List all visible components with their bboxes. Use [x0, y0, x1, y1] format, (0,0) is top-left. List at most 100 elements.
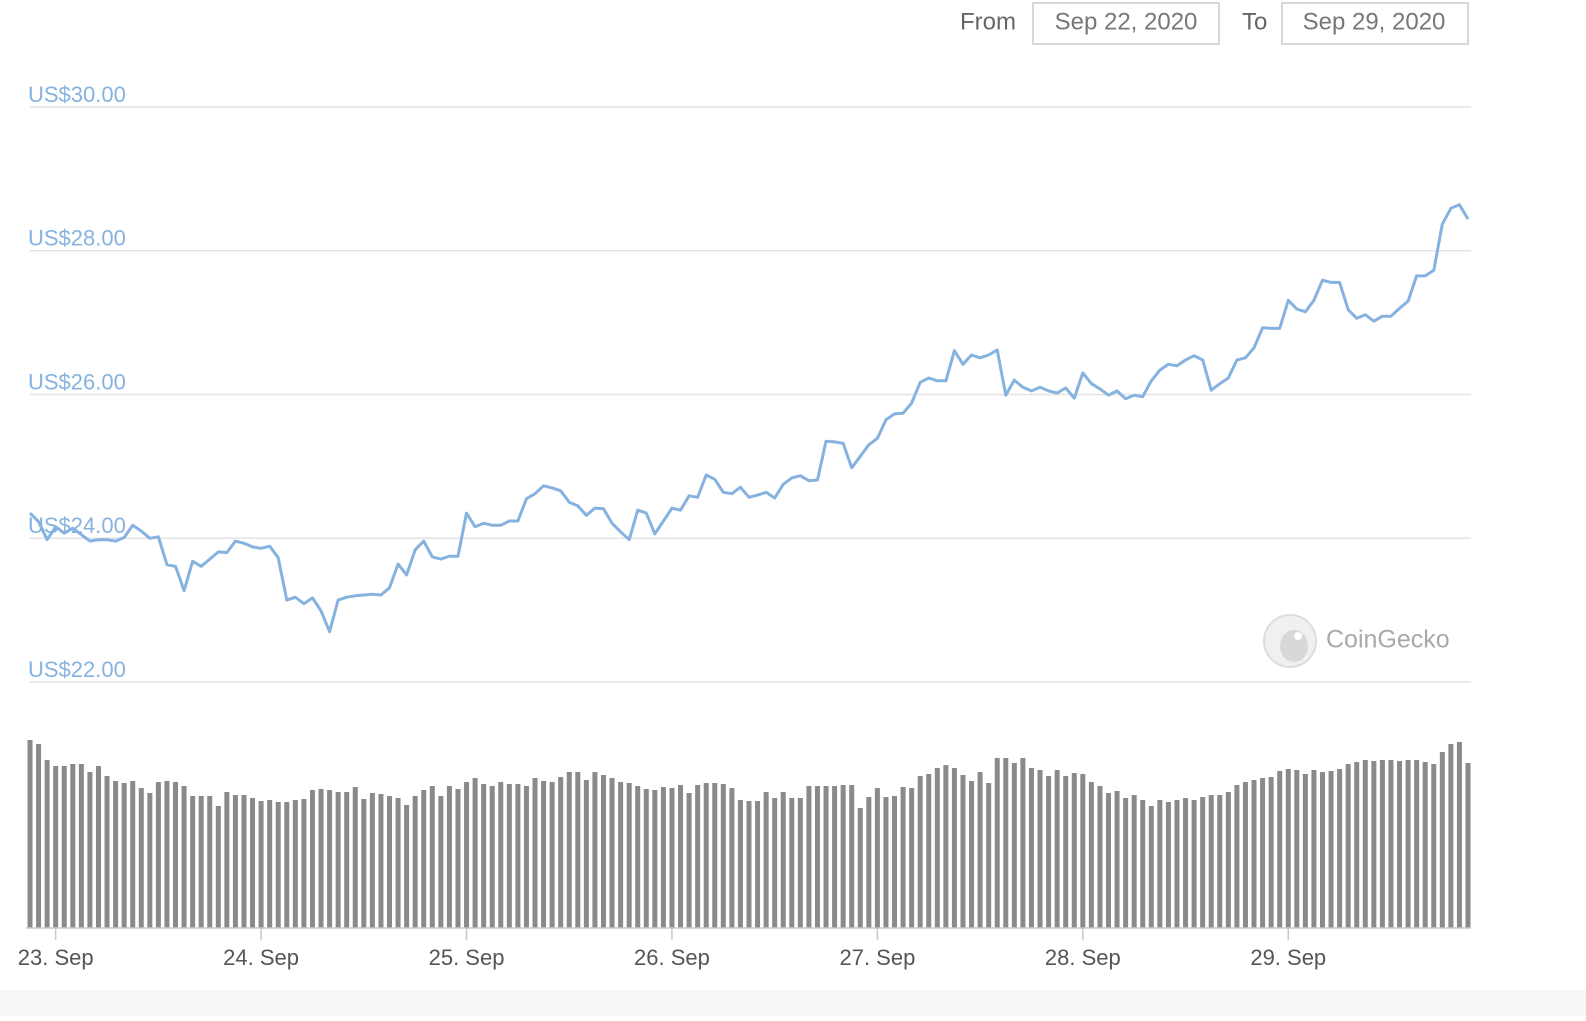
volume-bar — [1465, 763, 1471, 928]
volume-bar — [327, 790, 333, 928]
volume-bar — [1123, 798, 1129, 928]
volume-bar — [429, 786, 435, 928]
volume-bar — [832, 786, 838, 928]
volume-bar — [695, 785, 701, 928]
volume-bar — [1088, 782, 1094, 928]
to-input[interactable] — [1281, 2, 1469, 45]
volume-bar — [1217, 795, 1223, 928]
x-tick-label: 23. Sep — [18, 945, 94, 970]
x-tick-label: 27. Sep — [839, 945, 915, 970]
volume-bar — [934, 768, 940, 928]
volume-bar — [1285, 769, 1291, 928]
volume-bar — [190, 796, 196, 928]
x-tick-label: 28. Sep — [1045, 945, 1121, 970]
volume-bar — [87, 772, 93, 928]
volume-bar — [378, 794, 384, 928]
volume-bar — [678, 785, 684, 928]
volume-bar — [814, 786, 820, 928]
volume-bar — [215, 806, 221, 928]
volume-bar — [797, 798, 803, 928]
volume-bar — [232, 795, 238, 928]
volume-bar — [1037, 770, 1043, 928]
to-label: To — [1242, 8, 1267, 35]
volume-bar — [977, 772, 983, 928]
volume-bar — [113, 781, 119, 928]
volume-bar — [609, 778, 615, 928]
volume-bar — [1003, 758, 1009, 928]
volume-bar — [147, 793, 153, 928]
volume-bar — [412, 796, 418, 928]
volume-bar — [44, 760, 50, 928]
volume-bar — [909, 788, 915, 928]
volume-bar — [1046, 776, 1052, 928]
x-tick-label: 24. Sep — [223, 945, 299, 970]
volume-bar — [626, 783, 632, 928]
volume-bar — [335, 792, 341, 928]
volume-bar — [1200, 797, 1206, 928]
volume-bar — [130, 781, 136, 928]
volume-bar — [1054, 770, 1060, 928]
volume-bar — [840, 785, 846, 928]
volume-bar — [1302, 774, 1308, 928]
volume-bar — [849, 785, 855, 928]
volume-bar — [224, 792, 230, 928]
volume-bar — [892, 796, 898, 928]
volume-bar — [1439, 752, 1445, 928]
volume-bar — [823, 786, 829, 928]
volume-bar — [173, 782, 179, 928]
volume-bar — [53, 766, 59, 928]
volume-bar — [1448, 744, 1454, 928]
y-tick-label: US$28.00 — [28, 226, 126, 251]
volume-bar — [600, 775, 606, 928]
volume-bar — [618, 782, 624, 928]
volume-bar — [1028, 768, 1034, 928]
volume-bar — [241, 795, 247, 928]
volume-bar — [1174, 800, 1180, 928]
volume-bar — [1106, 793, 1111, 928]
volume-bar — [1277, 771, 1283, 928]
volume-bar — [489, 786, 495, 928]
volume-bar — [986, 783, 992, 928]
from-date[interactable]: Sep 22, 2020 — [1055, 8, 1198, 35]
volume-bar — [575, 772, 581, 928]
x-tick-label: 25. Sep — [429, 945, 505, 970]
volume-bar — [1379, 760, 1385, 928]
volume-bar — [250, 798, 256, 928]
volume-bar — [455, 789, 461, 928]
volume-bar — [318, 789, 324, 928]
volume-bar — [395, 798, 401, 928]
volume-bar — [763, 792, 769, 928]
volume-bar — [532, 778, 538, 928]
volume-bar — [1080, 774, 1086, 928]
volume-bar — [498, 782, 504, 928]
footer-band — [0, 990, 1586, 1016]
volume-bar — [1337, 769, 1343, 928]
volume-bar — [883, 797, 889, 928]
volume-bar — [27, 740, 33, 928]
volume-bar — [438, 796, 444, 928]
volume-bar — [1165, 802, 1171, 928]
volume-bar — [421, 790, 427, 928]
volume-bar — [198, 796, 204, 928]
y-tick-label: US$22.00 — [28, 657, 126, 682]
to-date[interactable]: Sep 29, 2020 — [1303, 8, 1446, 35]
volume-bar — [472, 778, 478, 928]
volume-bar — [352, 787, 358, 928]
volume-bar — [344, 792, 350, 928]
volume-bar — [181, 786, 187, 928]
volume-bar — [806, 786, 812, 928]
volume-bar — [301, 799, 307, 928]
volume-bar — [155, 782, 161, 928]
volume-bar — [1097, 786, 1103, 928]
volume-bar — [541, 781, 547, 928]
volume-bar — [1328, 771, 1334, 928]
volume-bar — [943, 765, 949, 928]
volume-bar — [994, 758, 1000, 928]
from-input[interactable] — [1032, 2, 1220, 45]
volume-bar — [36, 744, 42, 928]
volume-bar — [267, 800, 273, 928]
volume-bar — [95, 766, 101, 928]
volume-bar — [1131, 795, 1137, 928]
volume-bar — [258, 801, 264, 928]
volume-bar — [772, 798, 778, 928]
